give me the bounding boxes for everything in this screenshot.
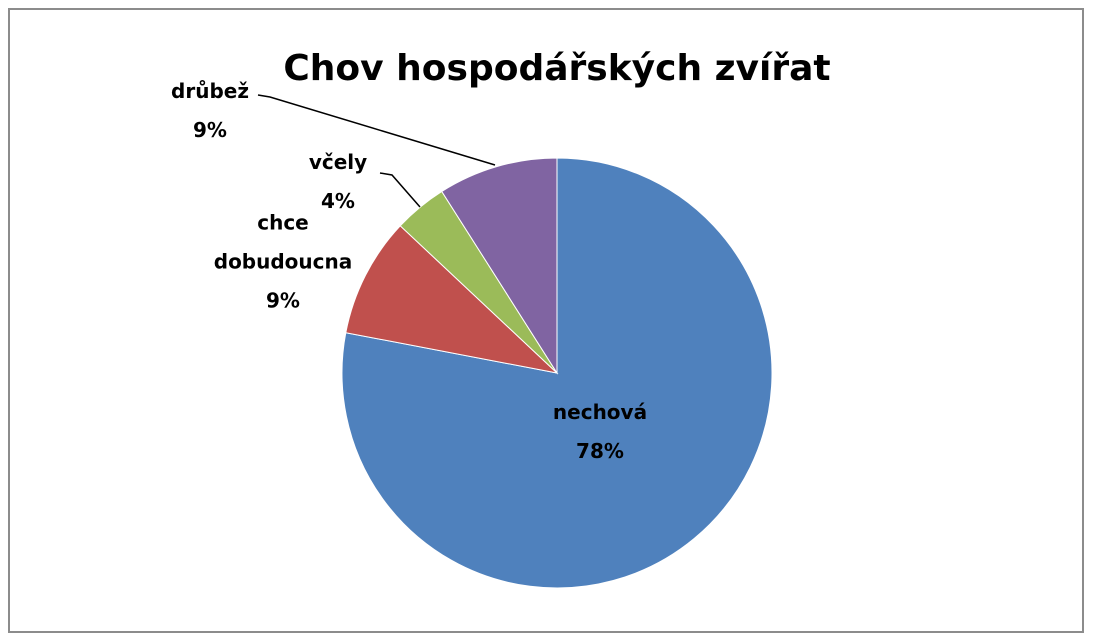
slice-name: včely [308, 150, 368, 174]
slice-value: 4% [321, 189, 355, 213]
data-label: nechová 78% [553, 393, 647, 471]
slice-value: 9% [266, 288, 300, 313]
slice-name: nechová [552, 400, 648, 424]
pie-slice [441, 157, 558, 375]
chart-frame [8, 8, 1084, 633]
slice-name: chce dobudoucna [213, 210, 353, 274]
pie-slice [345, 225, 559, 374]
leader-line [257, 94, 496, 166]
chart-title: Chov hospodářských zvířat [283, 48, 830, 89]
leader-line [379, 172, 421, 208]
data-label: drůbež 9% [171, 72, 249, 150]
slice-name: drůbež [171, 79, 249, 103]
slice-value: 78% [576, 439, 624, 463]
slice-value: 9% [193, 118, 227, 142]
data-label: chce dobudoucna 9% [208, 204, 358, 321]
data-label: včely 4% [309, 143, 367, 221]
